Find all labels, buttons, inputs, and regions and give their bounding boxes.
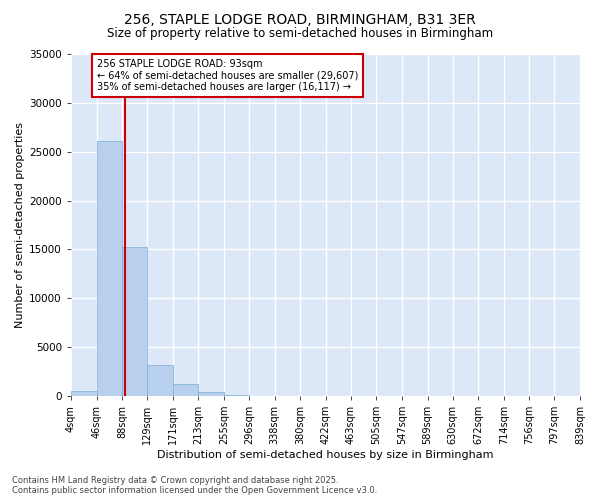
Bar — [122, 248, 147, 396]
Bar — [147, 364, 173, 396]
Bar — [97, 141, 122, 396]
Text: 256 STAPLE LODGE ROAD: 93sqm
← 64% of semi-detached houses are smaller (29,607)
: 256 STAPLE LODGE ROAD: 93sqm ← 64% of se… — [97, 59, 358, 92]
X-axis label: Distribution of semi-detached houses by size in Birmingham: Distribution of semi-detached houses by … — [157, 450, 494, 460]
Y-axis label: Number of semi-detached properties: Number of semi-detached properties — [15, 122, 25, 328]
Bar — [199, 392, 224, 396]
Text: 256, STAPLE LODGE ROAD, BIRMINGHAM, B31 3ER: 256, STAPLE LODGE ROAD, BIRMINGHAM, B31 … — [124, 12, 476, 26]
Bar — [71, 391, 97, 396]
Bar — [224, 395, 249, 396]
Text: Size of property relative to semi-detached houses in Birmingham: Size of property relative to semi-detach… — [107, 28, 493, 40]
Bar — [173, 384, 199, 396]
Text: Contains HM Land Registry data © Crown copyright and database right 2025.
Contai: Contains HM Land Registry data © Crown c… — [12, 476, 377, 495]
